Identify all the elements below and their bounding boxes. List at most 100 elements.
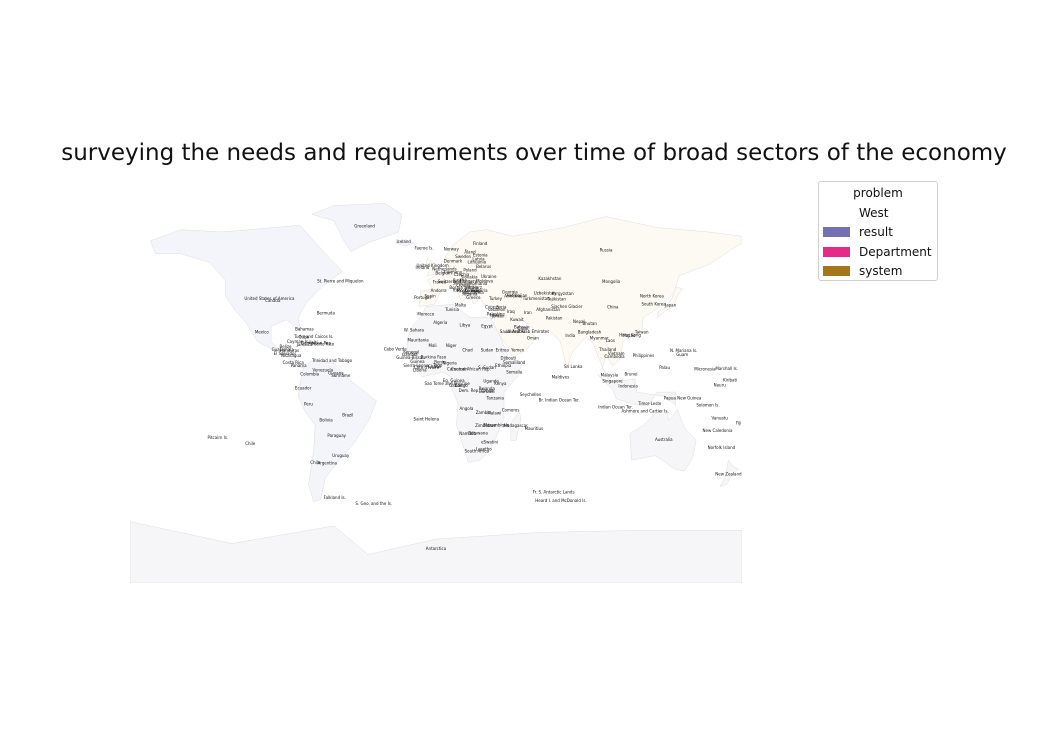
country-label: Åland [464, 249, 476, 254]
country-label: Saint Helena [414, 416, 440, 421]
indonesia-shape [597, 374, 676, 406]
country-label: Romania [470, 281, 488, 286]
legend-label: result [859, 225, 893, 240]
country-label: Montenegro [457, 288, 482, 293]
country-label: Canada [265, 298, 281, 303]
country-label: Paraguay [327, 433, 346, 438]
country-label: Bermuda [317, 311, 336, 316]
country-label: Ukraine [481, 274, 497, 279]
country-label: Kuwait [510, 317, 524, 322]
antarctica-shape [130, 521, 742, 583]
country-label: Mexico [255, 330, 270, 335]
country-label: Sri Lanka [564, 364, 583, 369]
country-label: Israel [490, 312, 501, 317]
country-label: Hong Kong [619, 333, 641, 338]
legend-title: problem [853, 186, 903, 200]
country-label: Netherlands [432, 266, 456, 271]
country-label: United States of America [244, 296, 295, 301]
country-label: Solomon Is. [696, 403, 719, 408]
legend-entry: West [819, 203, 937, 223]
country-label: Georgia [502, 289, 518, 294]
country-label: Tanzania [486, 396, 505, 401]
country-label: Algeria [433, 320, 448, 325]
country-label: Liberia [413, 368, 427, 373]
country-label: Haiti [308, 340, 317, 345]
country-label: eSwatini [481, 440, 498, 445]
legend-entry: system [819, 262, 937, 282]
north-america-shape [150, 225, 343, 369]
country-label: Norway [444, 247, 460, 252]
country-label: W. Sahara [404, 328, 425, 333]
country-label: Tajikistan [546, 297, 566, 302]
country-label: Iceland [396, 239, 411, 244]
country-label: Bahrain [514, 324, 530, 329]
country-label: Greenland [354, 224, 375, 229]
country-label: Guam [676, 352, 688, 357]
country-label: Argentina [317, 461, 337, 466]
country-label: Guinea-Bissau [396, 355, 425, 360]
country-label: Zambia [476, 410, 492, 415]
country-label: Palestine [487, 311, 506, 316]
country-label: Mongolia [602, 279, 621, 284]
country-label: Kiribati [723, 377, 737, 382]
country-label: Austria [453, 277, 468, 282]
legend-label: West [859, 205, 889, 220]
country-label: Belize [280, 344, 293, 349]
country-label: Kosovo [465, 288, 480, 293]
country-label: Andorra [431, 288, 447, 293]
country-label: Serbia [465, 285, 478, 290]
country-label: Bolivia [319, 417, 333, 422]
country-labels: Greenland Iceland Faeroe Is. Norway Finland S… [208, 224, 742, 552]
south-america-shape [298, 358, 377, 503]
country-label: S. Geo. and the Is. [355, 501, 392, 506]
country-label: Micronesia [694, 366, 716, 371]
country-label: Trinidad and Tobago [311, 358, 353, 363]
country-label: France [433, 280, 447, 285]
country-label: Congo [455, 383, 468, 388]
country-label: Kyrgyzstan [552, 291, 574, 296]
country-label: Br. Indian Ocean Ter. [539, 398, 580, 403]
country-label: Australia [655, 437, 673, 442]
country-label: Laos [606, 338, 615, 343]
country-label: Eq. Guinea [443, 378, 465, 383]
country-label: Estonia [473, 253, 488, 258]
country-label: Gabon [449, 383, 463, 388]
country-label: Puerto Rico [311, 342, 334, 347]
country-label: Mauritius [525, 426, 544, 431]
legend-swatch [823, 266, 850, 277]
country-label: Bangladesh [578, 330, 602, 335]
country-label: Botswana [468, 430, 488, 435]
country-label: Uzbekistan [534, 290, 557, 295]
country-label: Zimbabwe [475, 423, 497, 428]
country-label: Djibouti [501, 356, 517, 361]
country-label: North Korea [640, 294, 664, 299]
country-label: Bhutan [583, 321, 598, 326]
country-label: Cambodia [604, 354, 625, 359]
country-label: Armenia [504, 293, 521, 298]
country-label: Yemen [510, 348, 525, 353]
australia-shape [629, 409, 697, 472]
country-label: Fr. S. Antarctic Lands [533, 490, 575, 495]
country-label: Hungary [460, 278, 478, 283]
country-label: Greece [466, 295, 481, 300]
legend-swatch [823, 207, 850, 218]
legend-label: Department [859, 244, 932, 259]
country-label: Thailand [598, 347, 617, 352]
country-label: Peru [304, 402, 313, 407]
country-label: Falkland Is. [324, 495, 346, 500]
country-label: Angola [459, 406, 473, 411]
country-label: Marshall Is. [715, 366, 738, 371]
country-label: Guatemala [272, 347, 295, 352]
legend-swatch [823, 227, 850, 238]
country-label: Venezuela [313, 368, 334, 373]
country-label: Rwanda [479, 386, 496, 391]
country-label: Heard I. and McDonald Is. [535, 498, 586, 503]
land-masses [130, 203, 742, 583]
country-label: El Salvador [274, 351, 297, 356]
country-label: Kenya [494, 381, 507, 386]
country-label: Belarus [476, 264, 491, 269]
country-label: Spain [425, 294, 437, 299]
country-label: Palau [659, 365, 670, 370]
country-label: India [565, 333, 575, 338]
country-label: Vietnam [608, 351, 625, 356]
